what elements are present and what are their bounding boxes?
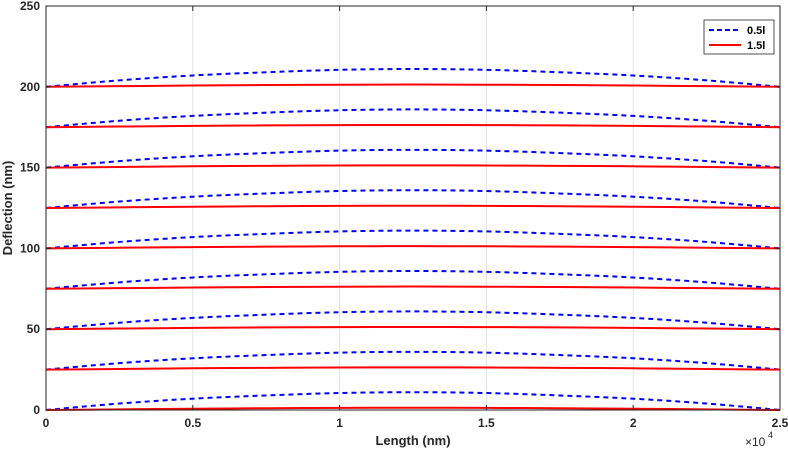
x-tick-label: 1.5 — [478, 416, 495, 430]
axis-ticks: 0 0.5 1 1.5 2 2.5 0 50 100 150 200 250 — [20, 0, 788, 430]
series-line-solid-3 — [45, 366, 781, 371]
y-tick-label: 150 — [20, 161, 40, 175]
plot-area — [46, 6, 780, 410]
y-tick-label: 0 — [33, 403, 40, 417]
series-line-solid-15 — [45, 123, 781, 129]
x-tick-label: 2.5 — [772, 416, 788, 430]
series-line-solid-1 — [45, 406, 781, 411]
x-tick-label: 0 — [43, 416, 50, 430]
series-line-solid-7 — [45, 285, 781, 290]
legend-box — [703, 19, 775, 55]
x-exponent-power: 4 — [768, 430, 773, 440]
x-axis-label: Length (nm) — [375, 433, 450, 448]
legend-label-0: 0.5l — [747, 25, 765, 37]
x-tick-label: 0.5 — [184, 416, 201, 430]
legend-label-1: 1.5l — [747, 40, 765, 52]
y-tick-label: 250 — [20, 0, 40, 13]
x-exponent-base: ×10 — [745, 435, 766, 449]
plot-frame — [45, 5, 781, 411]
series-line-solid-11 — [45, 204, 781, 209]
y-tick-label: 200 — [20, 80, 40, 94]
y-tick-label: 100 — [20, 241, 40, 255]
y-tick-label: 50 — [27, 322, 41, 336]
series-line-solid-13 — [45, 164, 781, 169]
y-axis-label: Deflection (nm) — [0, 161, 15, 256]
series-layer — [45, 68, 781, 411]
x-tick-label: 1 — [336, 416, 343, 430]
series-line-solid-5 — [45, 325, 781, 331]
x-tick-label: 2 — [630, 416, 637, 430]
series-line-solid-9 — [45, 245, 781, 250]
series-line-solid-17 — [45, 83, 781, 88]
grid-lines — [192, 6, 634, 410]
legend: 0.5l 1.5l — [703, 19, 775, 55]
x-exponent-label: ×10 4 — [745, 430, 773, 449]
